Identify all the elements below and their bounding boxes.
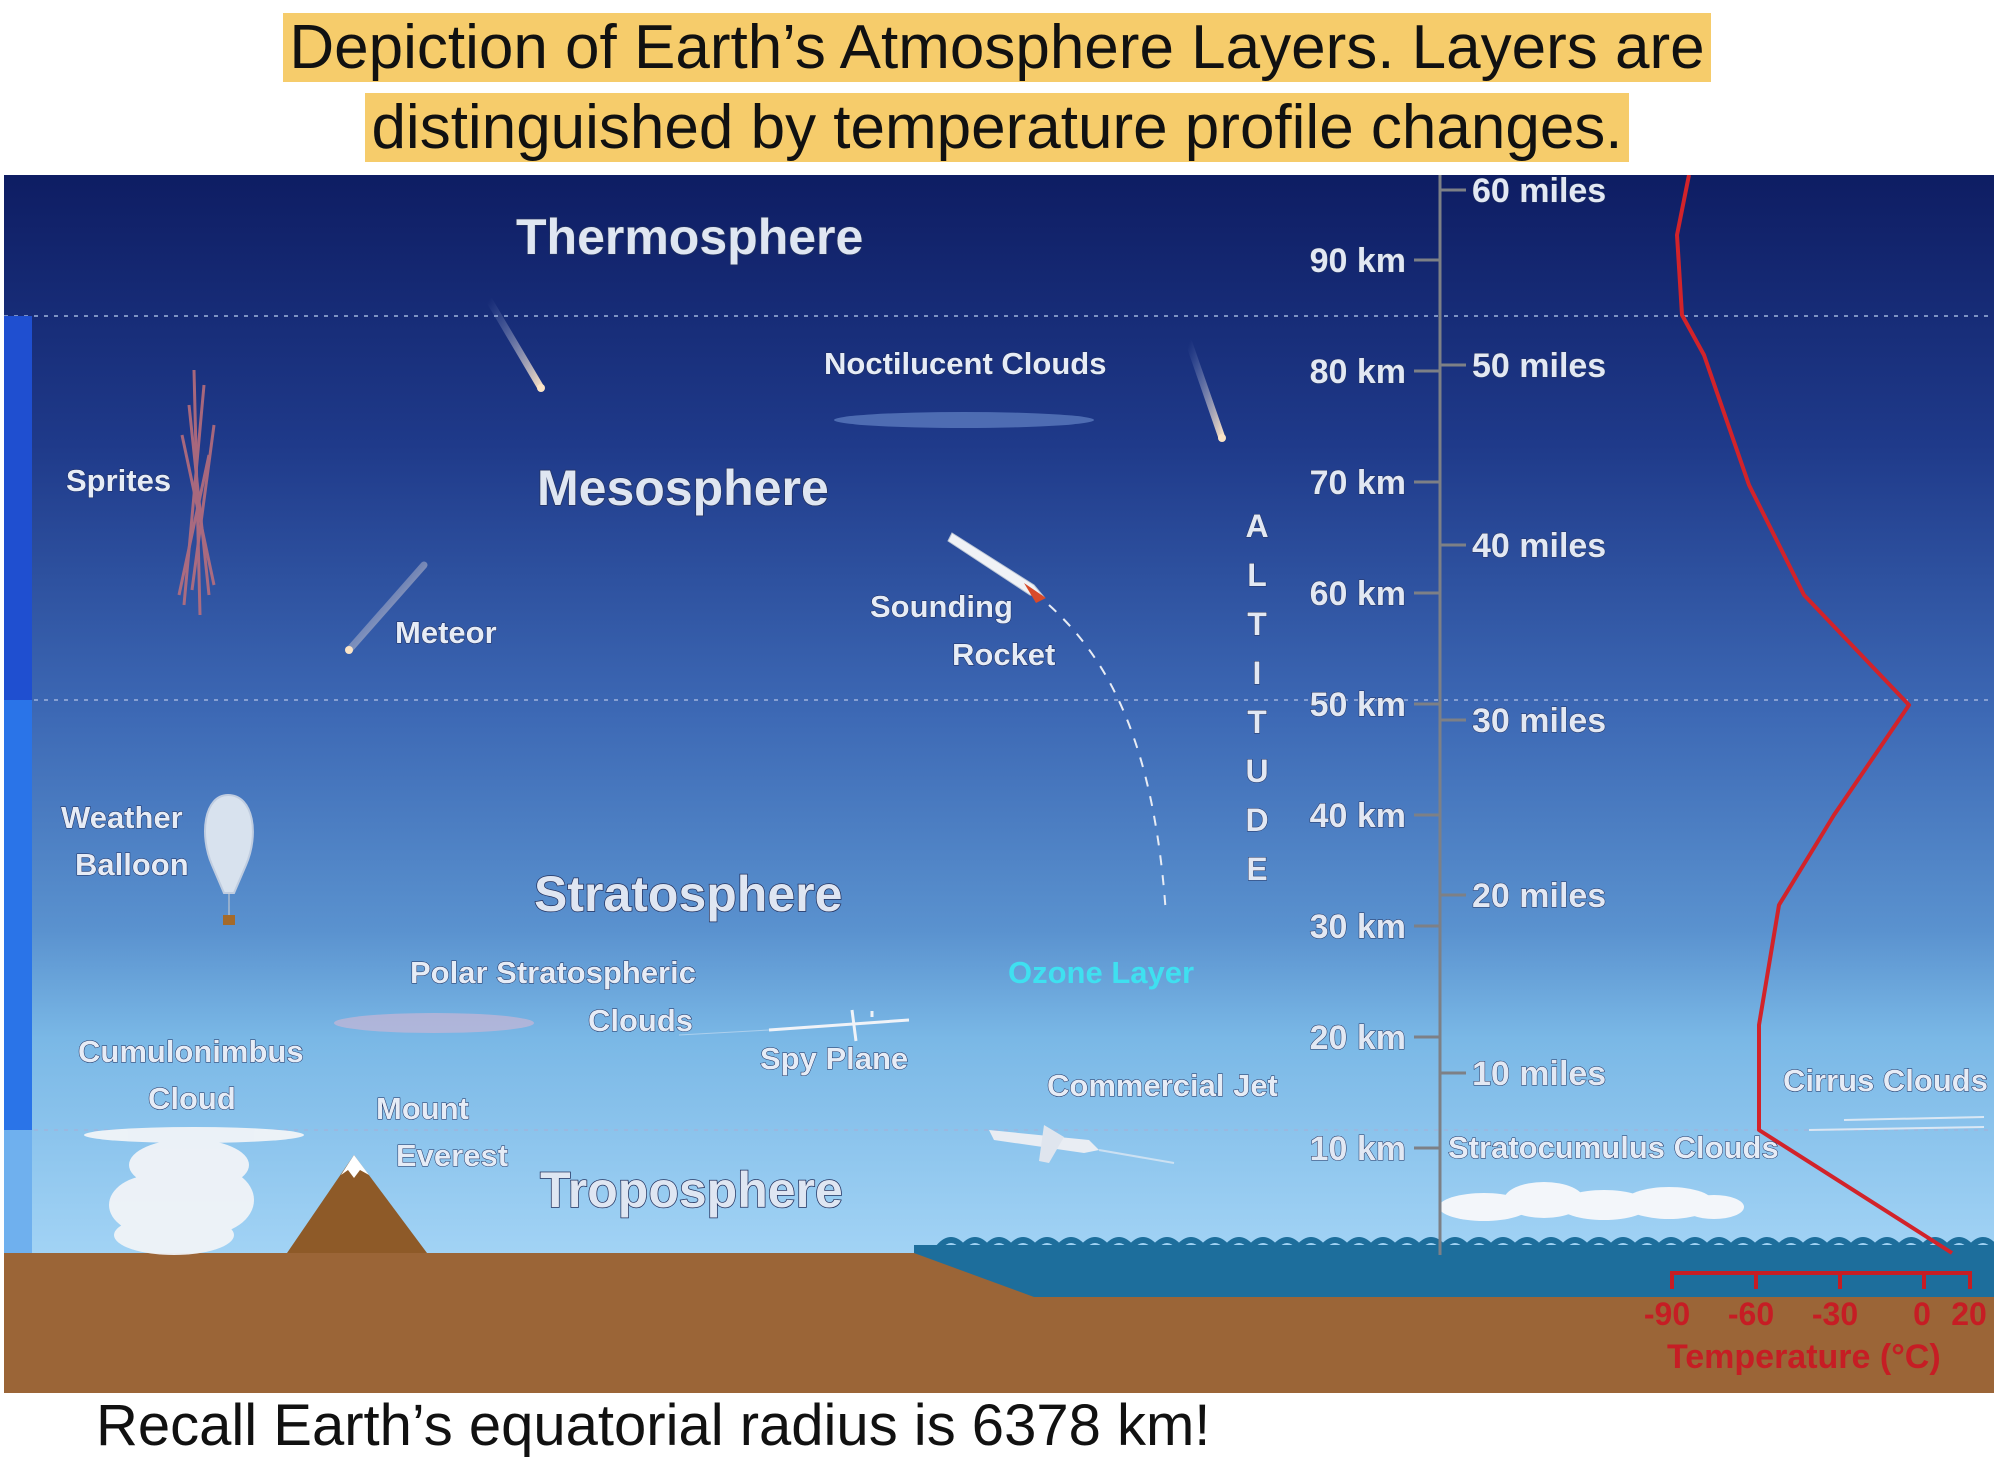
- title-line-1: Depiction of Earth’s Atmosphere Layers. …: [283, 13, 1710, 82]
- sprites-label: Sprites: [66, 463, 171, 498]
- atmosphere-diagram: 90 km 80 km 70 km 60 km 50 km 40 km 30 k…: [4, 175, 1994, 1393]
- polar-stratospheric-clouds-label-line1: Polar Stratospheric: [410, 955, 696, 990]
- cirrus-clouds-label: Cirrus Clouds: [1783, 1063, 1988, 1098]
- altitude-letter: D: [1245, 802, 1268, 838]
- sounding-rocket-label-line2: Rocket: [952, 637, 1055, 672]
- slide-title: Depiction of Earth’s Atmosphere Layers. …: [0, 8, 1994, 168]
- layer-label-troposphere: Troposphere: [540, 1162, 843, 1218]
- polar-stratospheric-clouds-label-line2: Clouds: [588, 1003, 693, 1038]
- altitude-letter: T: [1247, 704, 1267, 740]
- km-tick-label: 50 km: [1310, 686, 1406, 724]
- altitude-letter: U: [1245, 753, 1268, 789]
- noctilucent-clouds-label: Noctilucent Clouds: [824, 346, 1106, 381]
- temperature-tick-label: -60: [1728, 1296, 1774, 1332]
- temperature-tick-label: 20: [1951, 1296, 1987, 1332]
- mile-tick-label: 20 miles: [1472, 877, 1606, 915]
- mile-tick-label: 60 miles: [1472, 175, 1606, 210]
- ozone-layer-label: Ozone Layer: [1008, 955, 1194, 990]
- km-tick-label: 30 km: [1310, 908, 1406, 946]
- mount-everest-label-line1: Mount: [376, 1091, 469, 1126]
- cumulonimbus-cloud-label-line2: Cloud: [148, 1081, 236, 1116]
- km-tick-label: 40 km: [1310, 797, 1406, 835]
- sounding-rocket-label-line1: Sounding: [870, 589, 1013, 624]
- km-tick-label: 10 km: [1310, 1130, 1406, 1168]
- title-line-2: distinguished by temperature profile cha…: [365, 93, 1628, 162]
- footer-note: Recall Earth’s equatorial radius is 6378…: [96, 1392, 1210, 1459]
- meteor-label: Meteor: [395, 615, 497, 650]
- km-tick-label: 60 km: [1310, 575, 1406, 613]
- spy-plane-label: Spy Plane: [760, 1041, 908, 1076]
- km-tick-label: 70 km: [1310, 464, 1406, 502]
- temperature-axis-label: Temperature (°C): [1667, 1338, 1941, 1376]
- km-tick-label: 80 km: [1310, 353, 1406, 391]
- altitude-letter: A: [1245, 508, 1268, 544]
- mile-tick-label: 40 miles: [1472, 527, 1606, 565]
- mount-everest-label-line2: Everest: [396, 1138, 508, 1173]
- stratocumulus-clouds-label: Stratocumulus Clouds: [1448, 1130, 1779, 1165]
- layer-label-mesosphere: Mesosphere: [537, 460, 829, 516]
- cumulonimbus-cloud-label-line1: Cumulonimbus: [78, 1034, 304, 1069]
- altitude-letter: T: [1247, 606, 1267, 642]
- mile-tick-label: 50 miles: [1472, 347, 1606, 385]
- km-tick-label: 90 km: [1310, 242, 1406, 280]
- altitude-letter: E: [1246, 851, 1267, 887]
- layer-color-strips: [4, 316, 32, 1255]
- altitude-letter: L: [1247, 557, 1267, 593]
- layer-label-stratosphere: Stratosphere: [534, 866, 842, 922]
- temperature-tick-label: 0: [1913, 1296, 1931, 1332]
- km-tick-labels: 90 km 80 km 70 km 60 km 50 km 40 km 30 k…: [1310, 242, 1406, 1168]
- weather-balloon-label-line1: Weather: [61, 800, 183, 835]
- km-tick-label: 20 km: [1310, 1019, 1406, 1057]
- layer-label-thermosphere: Thermosphere: [516, 209, 863, 265]
- temperature-tick-label: -90: [1644, 1296, 1690, 1332]
- weather-balloon-label-line2: Balloon: [75, 847, 189, 882]
- mile-tick-label: 30 miles: [1472, 702, 1606, 740]
- mile-tick-label: 10 miles: [1472, 1055, 1606, 1093]
- noctilucent-clouds-icon: [834, 412, 1094, 428]
- commercial-jet-label: Commercial Jet: [1047, 1068, 1278, 1103]
- polar-stratospheric-clouds-icon: [334, 1013, 534, 1033]
- altitude-letter: I: [1253, 655, 1262, 691]
- temperature-tick-label: -30: [1812, 1296, 1858, 1332]
